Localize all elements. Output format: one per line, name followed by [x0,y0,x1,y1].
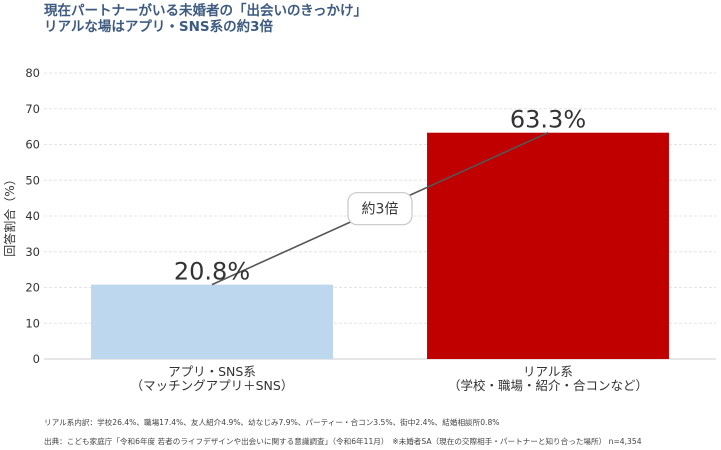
value-labels: 20.8% 63.3% [174,106,586,286]
y-tick-label: 80 [25,66,40,80]
y-tick-label: 20 [25,281,40,295]
bars [91,132,669,359]
x-tick-label: （学校・職場・紹介・合コンなど） [448,378,648,393]
chart-title: 現在パートナーがいる未婚者の「出会いのきっかけ」 リアルな場はアプリ・SNS系の… [44,3,367,35]
bar [91,284,333,359]
y-tick-label: 40 [25,209,40,223]
x-tick-label: リアル系 [523,364,573,379]
x-tick-label: （マッチングアプリ＋SNS） [131,378,294,393]
title-line-2: リアルな場はアプリ・SNS系の約3倍 [44,19,274,35]
annotation-text: 約3倍 [362,202,399,218]
x-axis: アプリ・SNS系（マッチングアプリ＋SNS） リアル系（学校・職場・紹介・合コンな… [131,364,648,393]
bar [427,132,669,359]
value-label: 63.3% [510,106,586,134]
annotation: 約3倍 [211,131,549,286]
y-axis-label: 回答割合（%） [2,173,17,256]
y-tick-label: 0 [33,352,40,366]
x-tick-label: アプリ・SNS系 [168,364,256,379]
footnote-breakdown: リアル系内訳：学校26.4%、職場17.4%、友人紹介4.9%、幼なじみ7.9%… [44,418,500,427]
y-tick-label: 30 [25,245,40,259]
y-tick-label: 50 [25,173,40,187]
footnote-source: 出典：こども家庭庁「令和6年度 若者のライフデザインや出会いに関する意識調査」（… [44,437,642,446]
y-tick-label: 10 [25,316,40,330]
y-tick-label: 70 [25,102,40,116]
title-line-1: 現在パートナーがいる未婚者の「出会いのきっかけ」 [44,3,368,19]
bar-chart: 0 10 20 30 40 50 60 70 80 アプリ・SNS系（マッチングアプリ＋SNS）… [2,66,716,393]
annotation-box [347,192,413,226]
value-label: 20.8% [174,258,250,286]
y-tick-label: 60 [25,138,40,152]
